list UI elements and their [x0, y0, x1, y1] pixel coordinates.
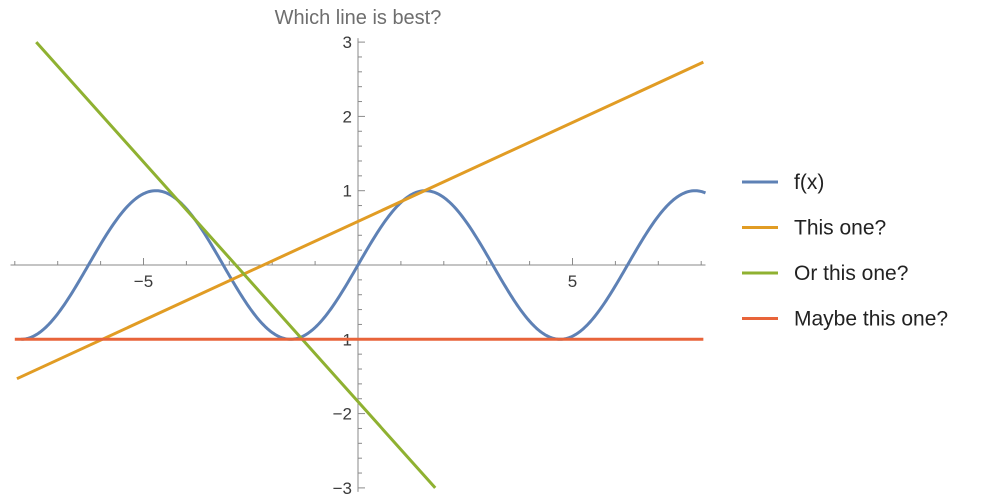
legend-label: Or this one? — [794, 262, 908, 285]
x-tick-label: 5 — [568, 272, 577, 291]
y-tick-label: 3 — [343, 33, 352, 52]
legend-label: f(x) — [794, 171, 824, 194]
series-line-or-this-one — [35, 41, 437, 489]
legend-label: Maybe this one? — [794, 308, 948, 331]
y-tick-label: −2 — [333, 405, 352, 424]
y-tick-label: 1 — [343, 182, 352, 201]
x-tick-label: −5 — [134, 272, 153, 291]
legend: f(x) This one? Or this one? Maybe this one? — [742, 171, 948, 331]
series-layer — [14, 41, 707, 489]
series-line-this-one — [16, 60, 704, 381]
series-line-f-x — [21, 189, 707, 341]
y-tick-label: 2 — [343, 107, 352, 126]
y-tick-label: −3 — [333, 479, 352, 498]
chart-title: Which line is best? — [275, 7, 442, 29]
legend-label: This one? — [794, 217, 886, 240]
